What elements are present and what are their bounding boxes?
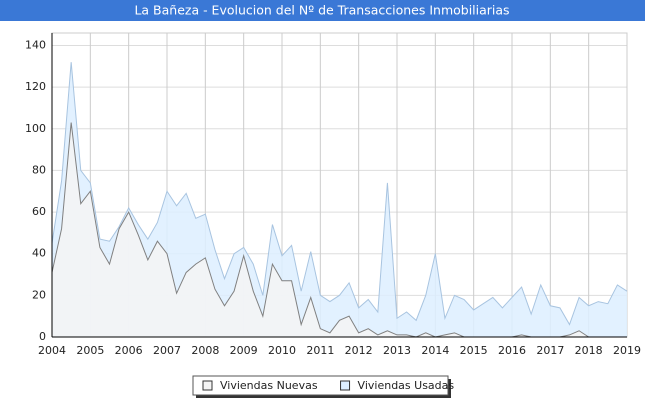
x-tick-label: 2013 [383, 344, 411, 357]
y-tick-label: 20 [32, 288, 46, 301]
y-tick-label: 0 [39, 330, 46, 343]
y-tick-label: 100 [25, 122, 46, 135]
y-tick-label: 120 [25, 80, 46, 93]
y-tick-label: 140 [25, 38, 46, 51]
x-tick-label: 2008 [191, 344, 219, 357]
x-tick-label: 2017 [536, 344, 564, 357]
plot: 0 20 40 60 80 100 120 140 2004 2005 2006 2007 2008 20… [25, 32, 641, 357]
y-tick-label: 60 [32, 205, 46, 218]
chart-title: La Bañeza - Evolucion del Nº de Transacc… [134, 3, 509, 18]
area [52, 122, 589, 338]
x-tick-label: 2009 [230, 344, 258, 357]
x-tick-label: 2012 [345, 344, 373, 357]
y-tick-label: 80 [32, 163, 46, 176]
legend-swatch [202, 380, 213, 391]
line [51, 62, 628, 326]
x-tick-label: 2006 [115, 344, 143, 357]
x-tick-label: 2010 [268, 344, 296, 357]
x-tick-label: 2015 [460, 344, 488, 357]
legend-swatch [340, 380, 351, 391]
x-tick-label: 2018 [575, 344, 603, 357]
legend-box [192, 375, 449, 396]
x-tick-label: 2011 [306, 344, 334, 357]
x-tick-label: 2005 [76, 344, 104, 357]
y-tick-label: 40 [32, 247, 46, 260]
x-tick-label: 2016 [498, 344, 526, 357]
x-tick-label: 2014 [421, 344, 449, 357]
x-tick-label: 2019 [613, 344, 641, 357]
title-bar [0, 0, 645, 21]
x-tick-label: 2004 [38, 344, 66, 357]
legend-label: Viviendas Usadas [358, 379, 455, 392]
legend: Viviendas Nuevas Viviendas Usadas [192, 375, 455, 398]
x-tick-label: 2007 [153, 344, 181, 357]
legend-label: Viviendas Nuevas [220, 379, 318, 392]
